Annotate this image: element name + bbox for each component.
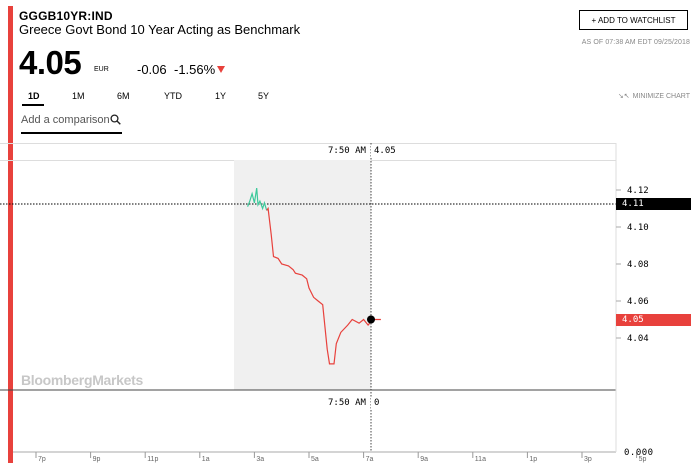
x-tick-label: 11p bbox=[147, 456, 158, 463]
current-price-tag: 4.05 bbox=[616, 314, 691, 326]
x-tick-label: 9a bbox=[420, 456, 428, 463]
x-tick-label: 9p bbox=[93, 456, 101, 463]
x-tick-label: 11a bbox=[475, 456, 486, 463]
price-line-up bbox=[247, 188, 268, 211]
tab-1d[interactable]: 1D bbox=[28, 91, 40, 101]
x-tick-label: 3a bbox=[256, 456, 264, 463]
price-change: -0.06 bbox=[137, 62, 167, 77]
security-name: Greece Govt Bond 10 Year Acting as Bench… bbox=[19, 22, 301, 37]
active-tab-indicator bbox=[22, 104, 44, 106]
y-tick-label: 4.04 bbox=[627, 334, 649, 344]
minimize-chart-button[interactable]: ↘↖ MINIMIZE CHART bbox=[618, 92, 690, 100]
volume-time: 7:50 AM bbox=[328, 398, 366, 408]
y-tick-label: 4.06 bbox=[627, 297, 649, 307]
volume-axis-label: 0.000 bbox=[624, 448, 654, 458]
crosshair-value-label: 4.05 bbox=[371, 145, 399, 157]
last-price: 4.05 bbox=[19, 44, 82, 81]
add-to-watchlist-button[interactable]: + ADD TO WATCHLIST bbox=[579, 10, 688, 30]
tab-5y[interactable]: 5Y bbox=[258, 91, 270, 101]
price-change-percent: -1.56% bbox=[174, 62, 216, 77]
accent-bar bbox=[8, 6, 13, 463]
y-tick-label: 4.10 bbox=[627, 223, 649, 233]
bloomberg-markets-watermark: BloombergMarkets bbox=[21, 372, 144, 388]
comparison-placeholder: Add a comparison bbox=[21, 114, 110, 126]
volume-value: 0 bbox=[374, 398, 380, 408]
x-tick-label: 3p bbox=[584, 456, 592, 463]
search-icon bbox=[110, 114, 121, 125]
crosshair-time-label: 7:50 AM bbox=[325, 145, 369, 157]
crosshair-time: 7:50 AM bbox=[328, 146, 366, 156]
ticker-symbol: GGGB10YR:IND bbox=[19, 9, 113, 23]
x-tick-label: 7p bbox=[38, 456, 46, 463]
price-line-down bbox=[266, 206, 381, 365]
tab-ytd[interactable]: YTD bbox=[164, 91, 182, 101]
crosshair-point bbox=[367, 315, 375, 324]
tab-1m[interactable]: 1M bbox=[72, 91, 85, 101]
x-tick-label: 7a bbox=[366, 456, 374, 463]
tab-1y[interactable]: 1Y bbox=[215, 91, 227, 101]
currency-label: EUR bbox=[94, 66, 109, 73]
minimize-icon: ↘↖ bbox=[617, 93, 630, 100]
minimize-chart-label: MINIMIZE CHART bbox=[632, 93, 690, 100]
crosshair-value: 4.05 bbox=[374, 146, 396, 156]
y-tick-label: 4.12 bbox=[627, 186, 649, 196]
volume-value-label: 0 bbox=[371, 397, 383, 409]
prev-close-tag: 4.11 bbox=[616, 198, 691, 210]
x-tick-label: 5a bbox=[311, 456, 319, 463]
volume-time-label: 7:50 AM bbox=[325, 397, 369, 409]
x-tick-label: 1p bbox=[529, 456, 537, 463]
as-of-timestamp: AS OF 07:38 AM EDT 09/25/2018 bbox=[581, 39, 690, 46]
y-tick-label: 4.08 bbox=[627, 260, 649, 270]
x-tick-label: 5p bbox=[639, 456, 647, 463]
add-comparison-input[interactable]: Add a comparison bbox=[21, 108, 122, 134]
x-tick-label: 1a bbox=[202, 456, 210, 463]
tab-6m[interactable]: 6M bbox=[117, 91, 130, 101]
down-arrow-icon bbox=[217, 66, 225, 73]
